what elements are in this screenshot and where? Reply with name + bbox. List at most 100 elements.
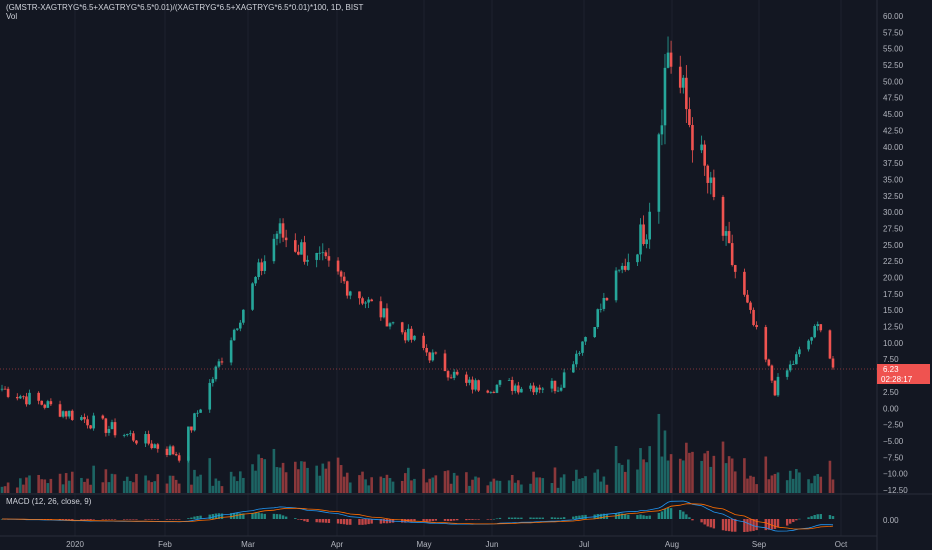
volume-bar	[669, 454, 673, 493]
candle-body	[428, 352, 432, 361]
volume-bar	[315, 465, 318, 493]
macd-hist-bar	[171, 519, 175, 520]
x-tick-label: Jul	[579, 540, 589, 549]
macd-hist-bar	[724, 519, 728, 531]
volume-bar	[529, 483, 532, 493]
macd-hist-bar	[666, 507, 670, 519]
volume-bar	[584, 476, 587, 493]
candle-body	[648, 211, 651, 240]
volume-bar	[495, 480, 499, 493]
candle-body	[449, 377, 453, 379]
candle-body	[89, 425, 92, 429]
candle-body	[37, 392, 40, 401]
volume-bar	[798, 472, 801, 493]
candle-body	[199, 409, 202, 413]
macd-hist-bar	[284, 516, 288, 519]
candle-body	[70, 410, 74, 420]
macd-hist-bar	[410, 519, 413, 522]
candle-body	[187, 426, 190, 461]
candle-body	[385, 308, 389, 327]
volume-bar	[602, 476, 606, 493]
volume-bar	[678, 458, 682, 493]
volume-bar	[336, 457, 340, 493]
volume-bar	[468, 485, 471, 493]
volume-bar	[727, 456, 731, 493]
macd-hist-bar	[80, 519, 83, 520]
candle-body	[168, 446, 172, 455]
macd-hist-bar	[578, 515, 581, 519]
volume-bar	[813, 475, 816, 493]
candle-body	[144, 434, 147, 444]
macd-hist-bar	[511, 517, 514, 519]
candle-body	[669, 52, 673, 67]
volume-bar	[773, 473, 777, 493]
y-tick-label: 27.50	[883, 224, 904, 233]
volume-bar	[657, 413, 661, 493]
volume-bar	[721, 441, 725, 493]
volume-bar	[358, 475, 361, 493]
volume-bars	[0, 413, 835, 493]
candle-body	[413, 335, 416, 340]
candle-body	[382, 308, 386, 318]
volume-bar	[828, 460, 832, 493]
y-tick-label: 47.50	[883, 94, 904, 103]
y-tick-label: 35.00	[883, 175, 904, 184]
y-tick-label: −5.00	[883, 437, 904, 446]
candle-body	[492, 391, 496, 393]
volume-bar	[129, 481, 132, 493]
candle-body	[165, 448, 169, 455]
macd-hist-bar	[92, 519, 95, 520]
candle-body	[379, 301, 383, 318]
candle-body	[498, 380, 502, 385]
volume-bar	[272, 448, 276, 493]
candle-body	[495, 384, 499, 393]
candle-body	[538, 387, 542, 390]
candle-body	[107, 428, 111, 433]
candle-body	[345, 281, 349, 296]
volume-bar	[297, 469, 300, 493]
volume-bar	[242, 477, 245, 493]
volume-bar	[645, 462, 648, 493]
candle-body	[132, 433, 135, 441]
volume-bar	[6, 482, 10, 493]
candle-body	[64, 411, 68, 417]
y-tick-label: 20.00	[883, 274, 904, 283]
candle-body	[645, 239, 648, 245]
macd-hist-bar	[550, 517, 554, 519]
candle-body	[336, 260, 340, 272]
price-axis[interactable]: 60.00 57.50 55.00 52.50 50.00 47.50 45.00 42.50…	[883, 12, 908, 495]
volume-bar	[113, 474, 117, 493]
x-tick-label: Mar	[241, 540, 255, 549]
macd-hist-bar	[370, 519, 373, 524]
macd-hist-bar	[257, 512, 260, 519]
candle-body	[605, 297, 609, 301]
macd-hist-bar	[489, 519, 493, 520]
volume-bar	[507, 480, 511, 493]
macd-hist-bar	[434, 519, 438, 521]
volume-bar	[730, 458, 734, 493]
candle-body	[293, 240, 297, 252]
candle-body	[562, 372, 566, 388]
candle-body	[208, 382, 212, 410]
candle-body	[795, 354, 798, 365]
candle-body	[110, 422, 114, 429]
candle-body	[15, 396, 19, 399]
volume-bar	[785, 480, 789, 493]
volume-bar	[471, 479, 474, 493]
volume-bar	[217, 480, 221, 493]
macd-hist-bar	[498, 517, 502, 519]
macd-hist-bar	[385, 519, 389, 524]
volume-bar	[791, 478, 795, 493]
macd-hist-bar	[532, 517, 535, 519]
volume-bar	[795, 468, 798, 493]
candle-body	[578, 352, 581, 354]
macd-hist-bar	[104, 519, 108, 520]
candle-body	[584, 337, 587, 342]
time-axis[interactable]: 2020 Feb Mar Apr May Jun Jul Aug Sep Oct	[66, 540, 848, 549]
macd-hist-bar	[773, 519, 777, 529]
volume-bar	[520, 484, 523, 493]
volume-bar	[819, 476, 823, 493]
macd-hist-bar	[831, 516, 835, 519]
candle-body	[831, 358, 835, 368]
